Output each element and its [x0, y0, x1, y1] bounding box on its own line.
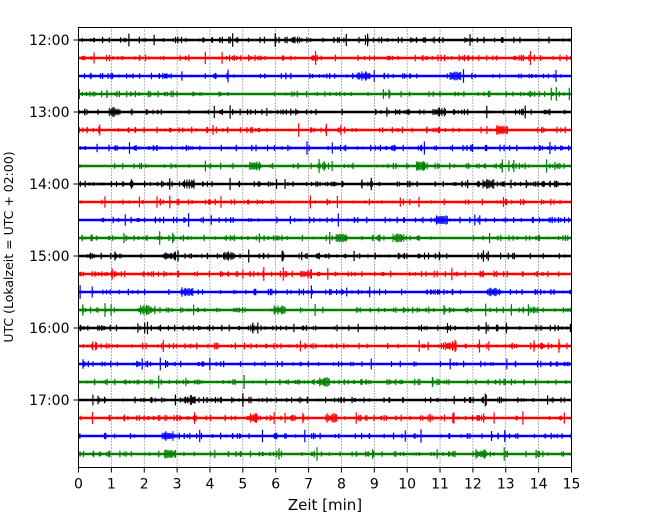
seismic-traces [78, 33, 572, 461]
y-tick-label: 15:00 [29, 249, 69, 265]
x-axis-label: Zeit [min] [288, 496, 362, 514]
trace [78, 429, 572, 443]
trace [78, 213, 572, 227]
trace [78, 393, 572, 407]
x-tick-label: 8 [337, 477, 346, 493]
trace [78, 321, 572, 335]
trace [78, 159, 572, 173]
trace [78, 69, 572, 83]
y-axis-label: UTC (Lokalzeit = UTC + 02:00) [1, 151, 16, 342]
x-tick-label: 4 [206, 477, 215, 493]
trace [78, 339, 572, 353]
x-tick-label: 10 [398, 477, 416, 493]
trace [78, 195, 572, 209]
trace [78, 447, 572, 461]
y-tick-label: 12:00 [29, 33, 69, 49]
y-tick-label: 17:00 [29, 393, 69, 409]
x-tick-label: 0 [74, 477, 83, 493]
trace [78, 357, 572, 371]
x-tick-label: 3 [173, 477, 182, 493]
trace [78, 231, 572, 245]
x-tick-label: 1 [107, 477, 116, 493]
x-tick-label: 7 [304, 477, 313, 493]
y-axis: 12:00 13:00 14:00 15:00 16:00 17:00 [29, 33, 79, 409]
trace [78, 33, 572, 47]
trace [78, 303, 572, 317]
trace [78, 375, 572, 389]
x-tick-label: 12 [464, 477, 482, 493]
trace [78, 249, 572, 263]
x-tick-label: 2 [140, 477, 149, 493]
trace [78, 285, 572, 299]
x-tick-label: 6 [271, 477, 280, 493]
x-tick-label: 14 [530, 477, 548, 493]
trace [78, 87, 572, 101]
trace [78, 267, 572, 281]
x-tick-label: 13 [497, 477, 515, 493]
trace [78, 177, 572, 191]
trace [78, 123, 572, 137]
trace [78, 411, 572, 425]
x-axis: 0 1 2 3 4 5 6 7 8 9 10 11 12 13 14 15 [74, 467, 581, 493]
y-tick-label: 14:00 [29, 177, 69, 193]
grid-lines [111, 27, 539, 468]
y-tick-label: 13:00 [29, 105, 69, 121]
x-tick-label: 5 [238, 477, 247, 493]
x-tick-label: 15 [563, 477, 581, 493]
trace [78, 51, 572, 65]
x-tick-label: 11 [431, 477, 449, 493]
trace [78, 141, 572, 155]
x-tick-label: 9 [370, 477, 379, 493]
trace [78, 105, 572, 119]
y-tick-label: 16:00 [29, 321, 69, 337]
plot-frame [78, 27, 572, 468]
